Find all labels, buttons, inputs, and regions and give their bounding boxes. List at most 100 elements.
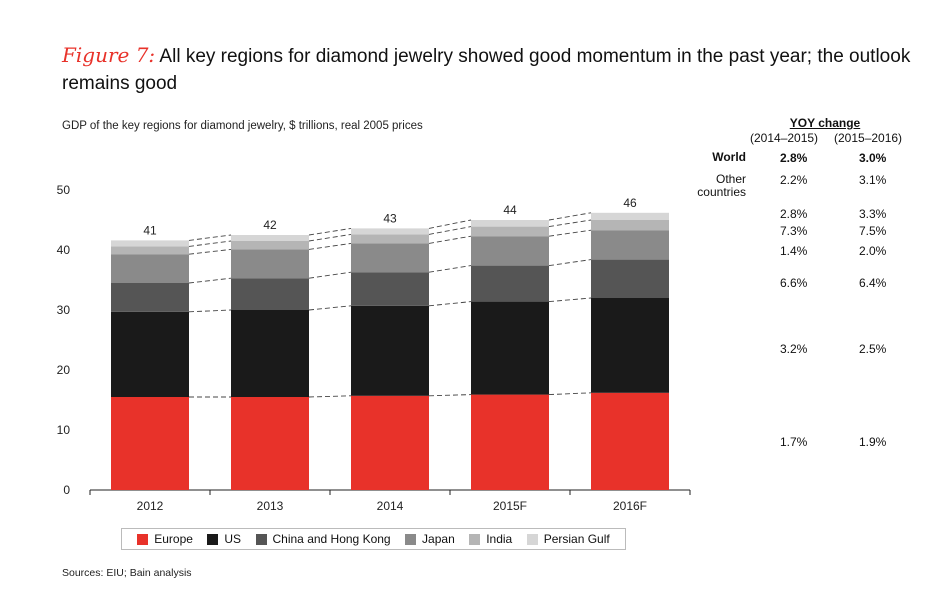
y-tick-label: 10 (57, 423, 71, 437)
yoy-value-2015-2016: 1.9% (859, 435, 887, 449)
segment-connector (308, 271, 352, 279)
yoy-value-2014-2015: 1.7% (780, 435, 808, 449)
bar-segment (111, 246, 189, 255)
bar-segment (111, 283, 189, 312)
legend-swatch (207, 533, 219, 545)
y-tick-label: 40 (57, 243, 71, 257)
bar-segment (591, 212, 669, 220)
legend-swatch (137, 533, 149, 545)
total-label: 46 (623, 196, 637, 210)
segment-connector (548, 392, 592, 396)
segment-connector (548, 219, 592, 228)
bar-segment (231, 241, 309, 250)
legend-item: Japan (405, 532, 455, 546)
y-tick-label: 30 (57, 303, 71, 317)
segment-connector (308, 242, 352, 250)
yoy-value-2014-2015: 2.2% (780, 173, 808, 187)
bar-segment (591, 220, 669, 231)
x-tick-label: 2012 (137, 499, 164, 513)
bar-segment (231, 310, 309, 397)
chart-subtitle: GDP of the key regions for diamond jewel… (62, 120, 423, 132)
segment-connector (548, 212, 592, 221)
segment-connector (428, 265, 472, 273)
bar-segment (111, 397, 189, 490)
legend-item: US (207, 532, 241, 546)
segment-connector (548, 229, 592, 237)
segment-connector (188, 248, 232, 255)
yoy-value-2015-2016: 2.0% (859, 244, 887, 258)
yoy-row-label: World (712, 150, 746, 164)
bar-segment (351, 305, 429, 396)
segment-connector (188, 277, 232, 284)
segment-connector (188, 309, 232, 313)
x-tick-label: 2015F (493, 499, 527, 513)
yoy-value-2014-2015: 1.4% (780, 244, 808, 258)
figure-label: Figure 7: (62, 43, 156, 67)
segment-connector (548, 297, 592, 303)
y-tick-label: 20 (57, 363, 71, 377)
yoy-value-2014-2015: 2.8% (780, 151, 808, 165)
yoy-header: YOY change (740, 116, 910, 130)
yoy-col-b-header: (2015–2016) (834, 131, 903, 145)
legend-label: US (224, 532, 242, 546)
yoy-value-2015-2016: 2.5% (859, 342, 887, 356)
yoy-value-2014-2015: 2.8% (780, 207, 808, 221)
bar-segment (351, 228, 429, 235)
legend-swatch (255, 533, 267, 545)
segment-connector (428, 235, 472, 244)
total-label: 43 (383, 211, 397, 225)
bar-segment (471, 265, 549, 302)
bar-segment (231, 397, 309, 490)
x-tick-label: 2014 (377, 499, 404, 513)
segment-connector (308, 305, 352, 311)
yoy-value-2014-2015: 7.3% (780, 224, 808, 238)
yoy-value-2015-2016: 7.5% (859, 224, 887, 238)
total-label: 44 (503, 203, 517, 217)
segment-connector (308, 227, 352, 236)
x-tick-label: 2013 (257, 499, 284, 513)
bar-segment (591, 230, 669, 260)
bar-segment (351, 243, 429, 273)
segment-connector (188, 234, 232, 241)
segment-connector (308, 233, 352, 242)
legend-swatch (405, 533, 417, 545)
bar-segment (231, 278, 309, 310)
legend-swatch (469, 533, 481, 545)
bar-segment (471, 220, 549, 227)
yoy-row-label: Other countries (697, 172, 746, 199)
total-label: 42 (263, 218, 277, 232)
bar-segment (351, 395, 429, 490)
bar-segment (351, 272, 429, 306)
bar-segment (471, 226, 549, 237)
bar-segment (591, 298, 669, 393)
segment-connector (428, 226, 472, 235)
x-tick-label: 2016F (613, 499, 647, 513)
bar-segment (471, 394, 549, 490)
legend-label: Persian Gulf (543, 532, 610, 546)
segment-connector (188, 240, 232, 247)
yoy-value-2014-2015: 3.2% (780, 342, 808, 356)
legend-swatch (526, 533, 538, 545)
yoy-value-2015-2016: 3.0% (859, 151, 887, 165)
figure-title: Figure 7: All key regions for diamond je… (62, 42, 922, 97)
y-tick-label: 0 (63, 483, 70, 497)
bar-segment (231, 249, 309, 279)
segment-connector (308, 395, 352, 398)
bar-segment (111, 254, 189, 283)
yoy-value-2015-2016: 3.1% (859, 173, 887, 187)
legend-item: Persian Gulf (526, 532, 610, 546)
bar-segment (231, 235, 309, 241)
bar-segment (471, 301, 549, 395)
legend-label: Europe (154, 532, 193, 546)
segment-connector (428, 394, 472, 397)
bar-segment (351, 234, 429, 244)
bar-segment (591, 259, 669, 298)
bar-segment (111, 240, 189, 247)
bar-segment (591, 392, 669, 490)
yoy-value-2015-2016: 6.4% (859, 276, 887, 290)
y-tick-label: 50 (57, 183, 71, 197)
bar-segment (111, 311, 189, 397)
yoy-col-a-header: (2014–2015) (750, 131, 819, 145)
chart-legend: Europe US China and Hong Kong Japan India Per… (121, 528, 626, 550)
